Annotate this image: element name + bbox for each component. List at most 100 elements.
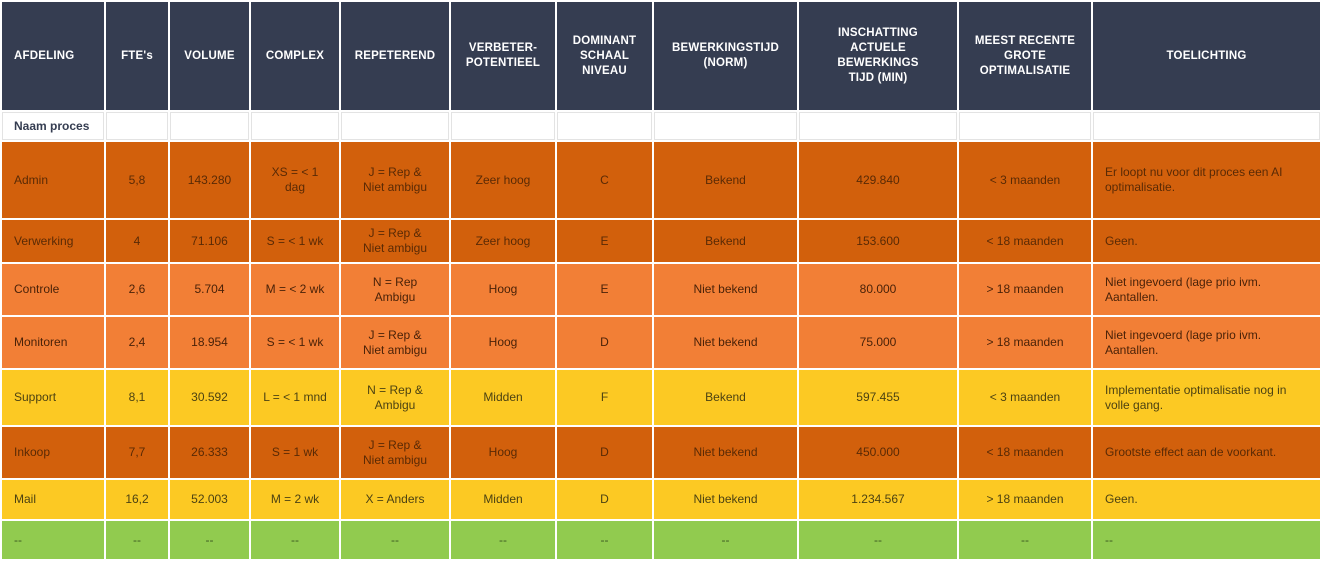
cell-inschatting: 1.234.567 [799, 480, 957, 519]
cell-dominant: D [557, 427, 652, 478]
cell-dominant: E [557, 220, 652, 262]
cell-bewerkingstijd: Bekend [654, 142, 797, 218]
cell-toelichting: Niet ingevoerd (lage prio ivm. Aantallen… [1093, 264, 1320, 315]
cell-toelichting: Geen. [1093, 480, 1320, 519]
cell-inschatting: -- [799, 521, 957, 559]
subheader-cell [251, 112, 339, 140]
table-row: Monitoren 2,4 18.954 S = < 1 wk J = Rep & Ni… [2, 317, 1320, 368]
cell-recente: > 18 maanden [959, 264, 1091, 315]
cell-repeterend: -- [341, 521, 449, 559]
table-row: Verwerking 4 71.106 S = < 1 wk J = Rep & Nie… [2, 220, 1320, 262]
cell-bewerkingstijd: Bekend [654, 220, 797, 262]
table-row: -- -- -- -- -- -- -- -- -- -- -- [2, 521, 1320, 559]
cell-afdeling: Mail [2, 480, 104, 519]
cell-repeterend: X = Anders [341, 480, 449, 519]
table-row: Controle 2,6 5.704 M = < 2 wk N = Rep Ambigu… [2, 264, 1320, 315]
cell-complex: S = < 1 wk [251, 220, 339, 262]
header-repeterend: REPETEREND [341, 2, 449, 110]
cell-volume: 71.106 [170, 220, 249, 262]
table-row: Mail 16,2 52.003 M = 2 wk X = Anders Midden D N… [2, 480, 1320, 519]
cell-volume: 52.003 [170, 480, 249, 519]
cell-complex: S = < 1 wk [251, 317, 339, 368]
subheader-cell [106, 112, 168, 140]
cell-afdeling: Support [2, 370, 104, 425]
cell-complex: S = 1 wk [251, 427, 339, 478]
cell-recente: > 18 maanden [959, 317, 1091, 368]
subheader-cell [170, 112, 249, 140]
cell-afdeling: -- [2, 521, 104, 559]
cell-toelichting: -- [1093, 521, 1320, 559]
cell-ftes: 2,6 [106, 264, 168, 315]
cell-dominant: F [557, 370, 652, 425]
cell-ftes: 16,2 [106, 480, 168, 519]
subheader-cell [959, 112, 1091, 140]
subheader-cell [557, 112, 652, 140]
subheader-cell [1093, 112, 1320, 140]
cell-recente: < 18 maanden [959, 427, 1091, 478]
cell-verbeter: Hoog [451, 427, 555, 478]
cell-afdeling: Admin [2, 142, 104, 218]
cell-volume: 18.954 [170, 317, 249, 368]
cell-inschatting: 429.840 [799, 142, 957, 218]
cell-volume: -- [170, 521, 249, 559]
cell-dominant: E [557, 264, 652, 315]
cell-verbeter: Zeer hoog [451, 142, 555, 218]
cell-complex: L = < 1 mnd [251, 370, 339, 425]
cell-inschatting: 75.000 [799, 317, 957, 368]
cell-verbeter: Hoog [451, 317, 555, 368]
cell-repeterend: N = Rep & Ambigu [341, 370, 449, 425]
cell-toelichting: Niet ingevoerd (lage prio ivm. Aantallen… [1093, 317, 1320, 368]
cell-bewerkingstijd: Niet bekend [654, 427, 797, 478]
cell-volume: 26.333 [170, 427, 249, 478]
cell-repeterend: J = Rep & Niet ambigu [341, 317, 449, 368]
cell-recente: < 3 maanden [959, 142, 1091, 218]
cell-ftes: 5,8 [106, 142, 168, 218]
cell-bewerkingstijd: Bekend [654, 370, 797, 425]
cell-ftes: 7,7 [106, 427, 168, 478]
subheader-cell [799, 112, 957, 140]
cell-repeterend: J = Rep & Niet ambigu [341, 427, 449, 478]
cell-repeterend: J = Rep & Niet ambigu [341, 142, 449, 218]
subheader-row: Naam proces [2, 112, 1320, 140]
cell-complex: M = 2 wk [251, 480, 339, 519]
cell-repeterend: J = Rep & Niet ambigu [341, 220, 449, 262]
subheader-cell [341, 112, 449, 140]
cell-recente: < 18 maanden [959, 220, 1091, 262]
cell-afdeling: Verwerking [2, 220, 104, 262]
cell-afdeling: Monitoren [2, 317, 104, 368]
cell-dominant: D [557, 480, 652, 519]
cell-inschatting: 597.455 [799, 370, 957, 425]
header-bewerkingstijd: BEWERKINGSTIJD (NORM) [654, 2, 797, 110]
cell-verbeter: Midden [451, 370, 555, 425]
cell-ftes: 2,4 [106, 317, 168, 368]
subheader-cell [654, 112, 797, 140]
header-inschatting: INSCHATTING ACTUELE BEWERKINGS TIJD (MIN… [799, 2, 957, 110]
cell-toelichting: Grootste effect aan de voorkant. [1093, 427, 1320, 478]
cell-complex: M = < 2 wk [251, 264, 339, 315]
cell-toelichting: Geen. [1093, 220, 1320, 262]
cell-volume: 5.704 [170, 264, 249, 315]
header-afdeling: AFDELING [2, 2, 104, 110]
header-meest-recente: MEEST RECENTE GROTE OPTIMALISATIE [959, 2, 1091, 110]
cell-verbeter: -- [451, 521, 555, 559]
cell-ftes: 4 [106, 220, 168, 262]
cell-dominant: -- [557, 521, 652, 559]
table-row: Admin 5,8 143.280 XS = < 1 dag J = Rep & Nie… [2, 142, 1320, 218]
cell-ftes: 8,1 [106, 370, 168, 425]
cell-ftes: -- [106, 521, 168, 559]
cell-complex: XS = < 1 dag [251, 142, 339, 218]
subheader-cell [451, 112, 555, 140]
table-row: Support 8,1 30.592 L = < 1 mnd N = Rep & Amb… [2, 370, 1320, 425]
cell-volume: 143.280 [170, 142, 249, 218]
cell-afdeling: Inkoop [2, 427, 104, 478]
header-volume: VOLUME [170, 2, 249, 110]
table-row: Inkoop 7,7 26.333 S = 1 wk J = Rep & Niet am… [2, 427, 1320, 478]
cell-inschatting: 153.600 [799, 220, 957, 262]
cell-verbeter: Zeer hoog [451, 220, 555, 262]
cell-verbeter: Midden [451, 480, 555, 519]
cell-repeterend: N = Rep Ambigu [341, 264, 449, 315]
cell-bewerkingstijd: Niet bekend [654, 317, 797, 368]
cell-bewerkingstijd: -- [654, 521, 797, 559]
header-complex: COMPLEX [251, 2, 339, 110]
cell-inschatting: 80.000 [799, 264, 957, 315]
